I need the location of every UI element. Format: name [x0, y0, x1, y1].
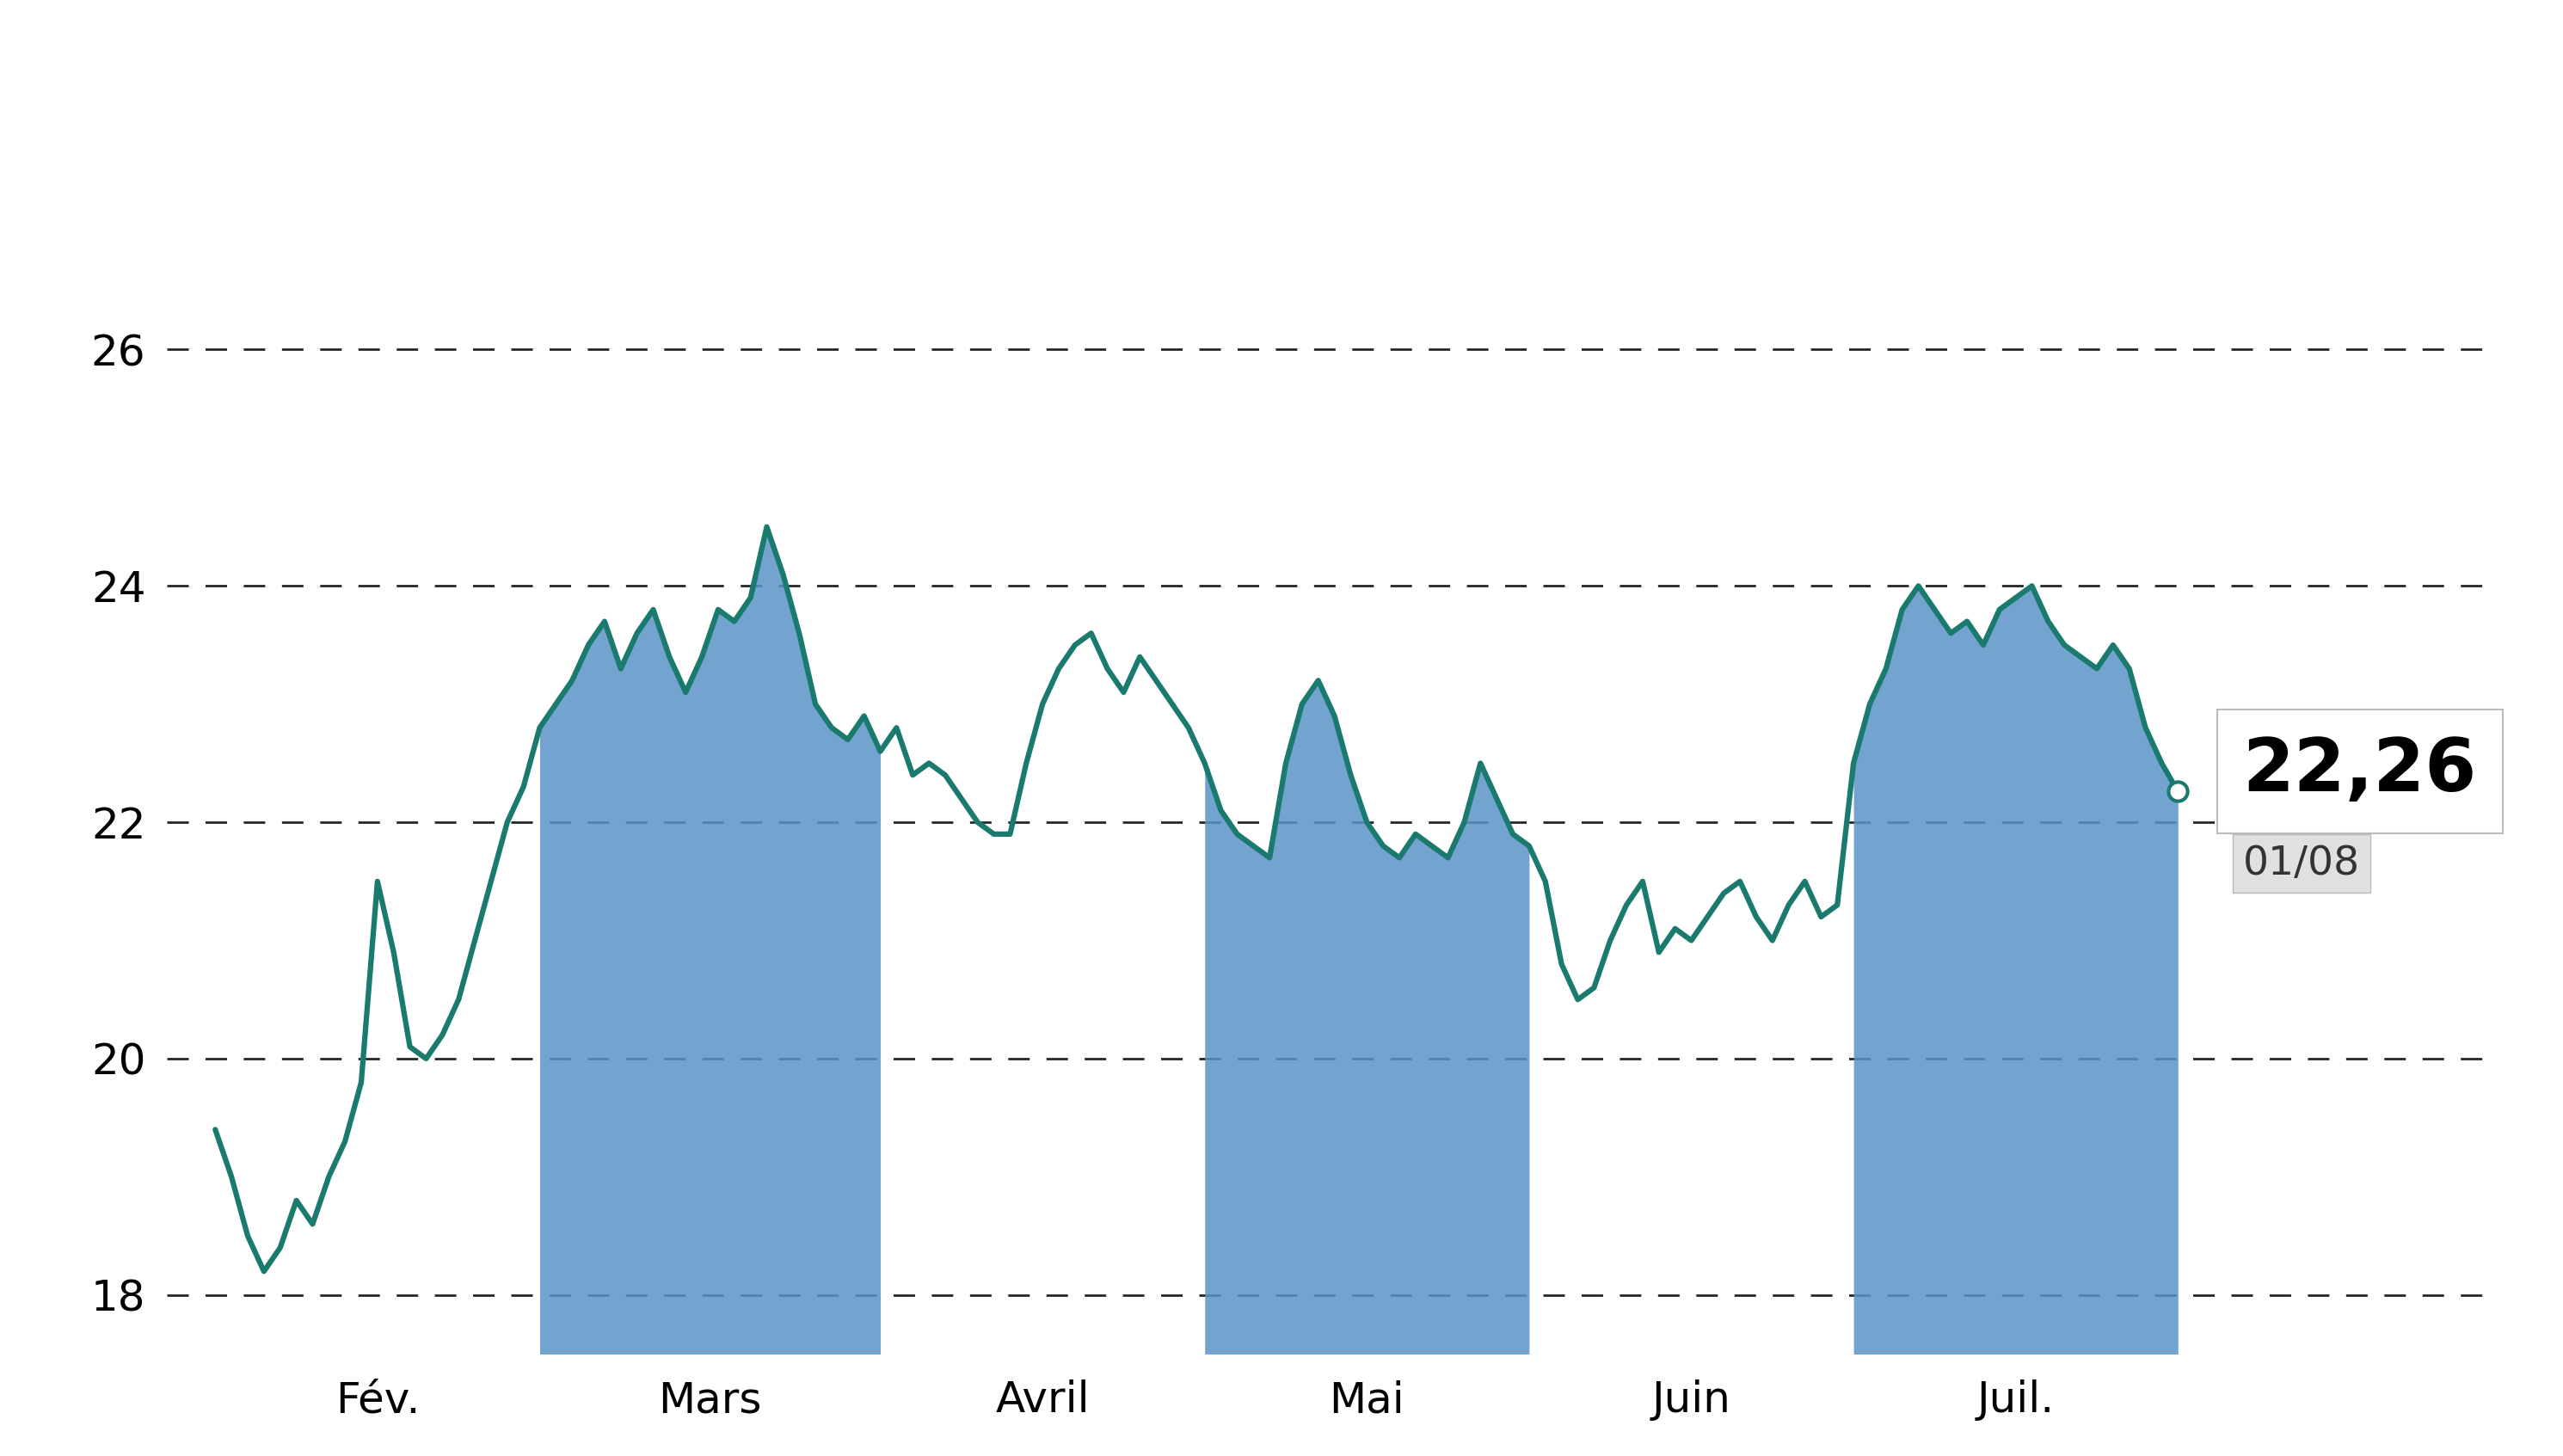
- Text: 22,26: 22,26: [2243, 735, 2476, 807]
- Text: 01/08: 01/08: [2243, 844, 2361, 882]
- Text: TECHNIP ENERGIES: TECHNIP ENERGIES: [636, 51, 1927, 166]
